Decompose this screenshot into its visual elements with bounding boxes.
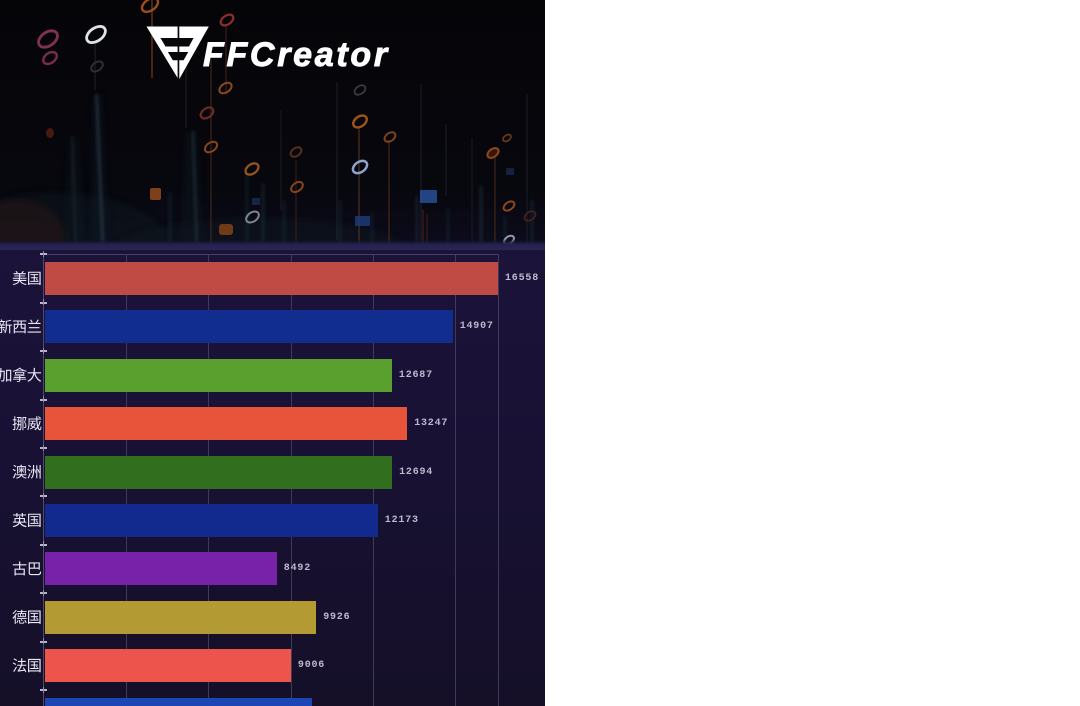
svg-text:FFCreator: FFCreator — [203, 36, 390, 74]
